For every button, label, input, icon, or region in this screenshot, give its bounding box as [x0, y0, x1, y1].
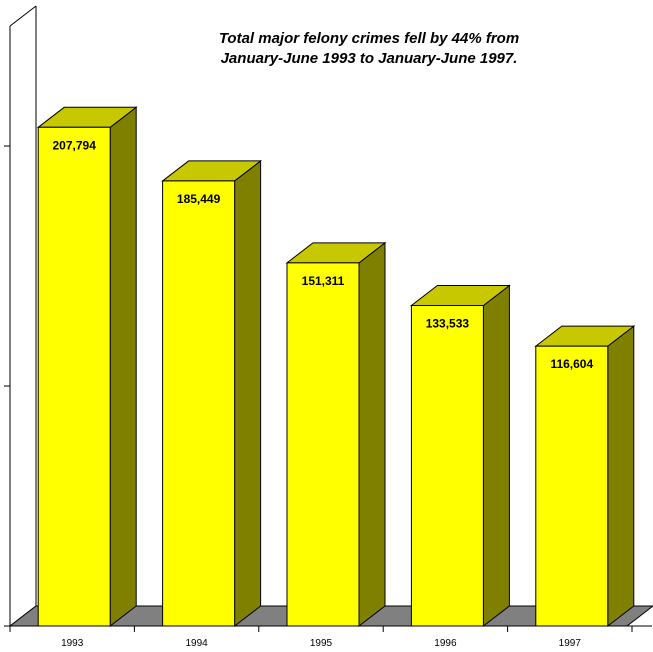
bar-side [234, 159, 262, 628]
chart-walls [9, 5, 37, 627]
bar-front [162, 180, 236, 627]
bar-1997: 116,604 [534, 325, 636, 628]
wall-top-edge [9, 5, 37, 27]
bar-value-label: 116,604 [550, 357, 593, 371]
bar-front [286, 262, 360, 627]
x-tick-label: 1994 [185, 638, 208, 649]
bar-1993: 207,794 [36, 106, 138, 628]
x-tick-label: 1997 [559, 638, 582, 649]
bar-value-label: 133,533 [426, 317, 470, 331]
bar-side [109, 106, 137, 628]
bar-value-label: 151,311 [302, 274, 345, 288]
bar-front [37, 126, 111, 627]
bar-value-label: 185,449 [177, 192, 221, 206]
x-tick-label: 1995 [310, 638, 333, 649]
bar-front [535, 345, 609, 627]
back-wall-left-edge [9, 6, 37, 627]
bar-1994: 185,449 [161, 159, 263, 628]
bar-side [482, 284, 510, 628]
bars: 207,794 185,449 151,311 133,533 116,604 [36, 106, 636, 628]
x-tick-label: 1993 [61, 638, 84, 649]
bar-side [607, 325, 635, 628]
bar-side [358, 241, 386, 628]
x-tick-label: 1996 [434, 638, 457, 649]
ticks: 1993 1994 1995 1996 1997 [4, 145, 633, 649]
annotation-line-1: Total major felony crimes fell by 44% fr… [219, 30, 519, 47]
bar-1995: 151,311 [285, 241, 387, 628]
bar-value-label: 207,794 [53, 138, 97, 152]
bar-front [410, 305, 484, 627]
bar-1996: 133,533 [409, 284, 511, 628]
annotation-line-2: January-June 1993 to January-June 1997. [221, 50, 518, 67]
